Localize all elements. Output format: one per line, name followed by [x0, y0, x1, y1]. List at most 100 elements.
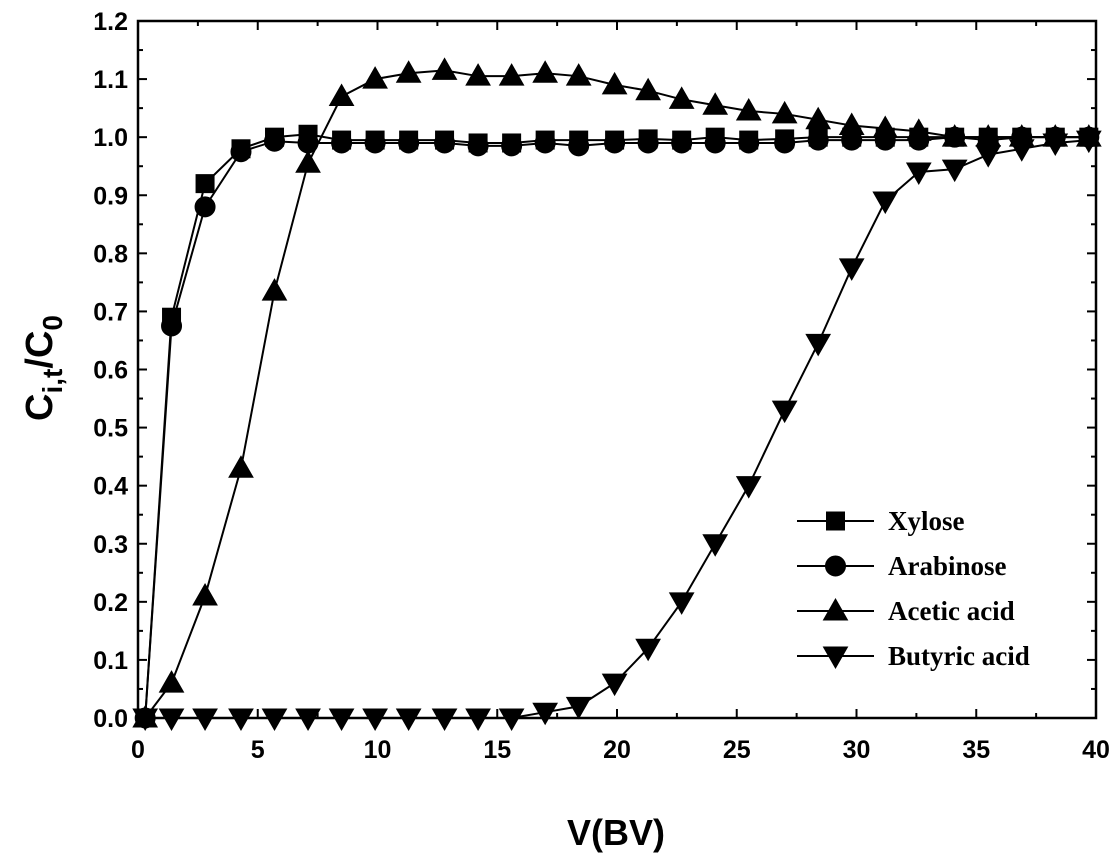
data-point — [295, 708, 321, 732]
data-point — [498, 708, 525, 732]
data-point — [230, 141, 252, 163]
data-point — [838, 112, 865, 136]
data-point — [565, 696, 592, 720]
data-point — [941, 159, 968, 183]
x-axis-title: V(BV) — [567, 812, 665, 853]
y-tick-label: 1.1 — [93, 66, 128, 94]
data-point — [635, 638, 661, 662]
data-point — [228, 708, 254, 732]
data-point — [805, 333, 832, 357]
data-point — [328, 83, 355, 107]
y-tick-label: 1.0 — [93, 124, 128, 152]
data-point — [774, 132, 796, 154]
x-tick-label: 0 — [131, 736, 145, 764]
legend-item: Arabinose — [797, 551, 1007, 581]
legend-marker — [822, 646, 849, 670]
series-xylose — [135, 124, 1099, 728]
data-point — [637, 132, 659, 154]
y-tick-label: 0.5 — [93, 415, 128, 443]
data-point — [434, 132, 456, 154]
x-tick-label: 30 — [843, 736, 871, 764]
data-point — [668, 86, 695, 109]
data-point — [905, 118, 932, 141]
data-point — [501, 135, 523, 157]
data-point — [771, 400, 798, 424]
x-tick-label: 10 — [364, 736, 392, 764]
legend-marker — [825, 555, 846, 577]
data-point — [534, 132, 556, 154]
data-point — [398, 132, 420, 154]
data-point — [568, 135, 590, 157]
x-tick-label: 20 — [603, 736, 631, 764]
series-line — [144, 136, 1089, 719]
legend-marker — [826, 511, 845, 531]
data-point — [565, 63, 592, 86]
y-axis-title: Ci,t/C0 — [19, 315, 68, 421]
data-point — [161, 315, 183, 337]
data-point — [872, 115, 899, 138]
data-point — [194, 196, 216, 218]
legend-label: Arabinose — [888, 551, 1007, 581]
data-point — [331, 132, 353, 154]
plot-frame — [136, 19, 1098, 720]
data-point — [905, 162, 932, 186]
data-point — [807, 129, 829, 151]
data-point — [601, 673, 628, 697]
y-tick-label: 0.4 — [93, 473, 128, 501]
x-tick-label: 35 — [962, 736, 990, 764]
legend-label: Butyric acid — [888, 641, 1030, 671]
data-point — [362, 66, 388, 89]
data-point — [668, 592, 695, 615]
data-point — [941, 124, 968, 147]
x-tick-label: 25 — [723, 736, 751, 764]
data-point — [158, 670, 185, 693]
legend-item: Butyric acid — [797, 641, 1030, 671]
data-point — [771, 100, 798, 124]
data-point — [467, 135, 489, 157]
series-line — [145, 139, 1089, 719]
y-tick-label: 0.1 — [93, 647, 128, 675]
data-point — [532, 702, 559, 726]
data-point — [261, 278, 288, 301]
data-point — [264, 130, 286, 152]
legend: Xylose Arabinose Acetic acid Butyric acid — [797, 506, 1030, 671]
data-point — [261, 708, 288, 732]
legend-item: Xylose — [797, 506, 965, 536]
data-point — [498, 63, 525, 86]
data-point — [192, 708, 218, 732]
data-point — [702, 92, 729, 115]
data-point — [601, 71, 628, 95]
data-point — [295, 150, 321, 173]
data-point — [158, 708, 185, 732]
data-point — [671, 132, 693, 154]
data-point — [975, 145, 1002, 168]
x-tick-label: 40 — [1082, 736, 1110, 764]
legend-item: Acetic acid — [797, 596, 1015, 626]
data-point — [532, 60, 559, 83]
series-acetic-acid — [132, 57, 1102, 728]
y-tick-label: 0.7 — [93, 298, 128, 326]
data-point — [738, 132, 760, 154]
y-tick-label: 0.2 — [93, 589, 128, 617]
data-point — [465, 708, 491, 732]
data-point — [604, 132, 626, 154]
data-point — [872, 191, 899, 215]
data-point — [465, 63, 491, 86]
data-point — [1008, 139, 1035, 162]
data-point — [431, 708, 458, 732]
series-arabinose — [134, 126, 1100, 729]
y-tick-label: 0.8 — [93, 240, 128, 268]
data-point — [364, 132, 386, 154]
data-point — [1042, 133, 1069, 156]
data-point — [735, 98, 762, 121]
legend-label: Acetic acid — [888, 596, 1015, 626]
data-point — [362, 708, 388, 732]
data-point — [395, 60, 422, 83]
data-point — [228, 455, 254, 478]
series-line — [144, 133, 1089, 719]
x-tick-label: 15 — [483, 736, 511, 764]
tick-labels: 0 5 10 15 20 25 30 35 40 0.0 0.1 0.2 0.3 0.4 0.5 0.6 0.7… — [93, 8, 1110, 764]
y-tick-label: 0.9 — [93, 182, 128, 210]
series-group — [132, 57, 1102, 732]
